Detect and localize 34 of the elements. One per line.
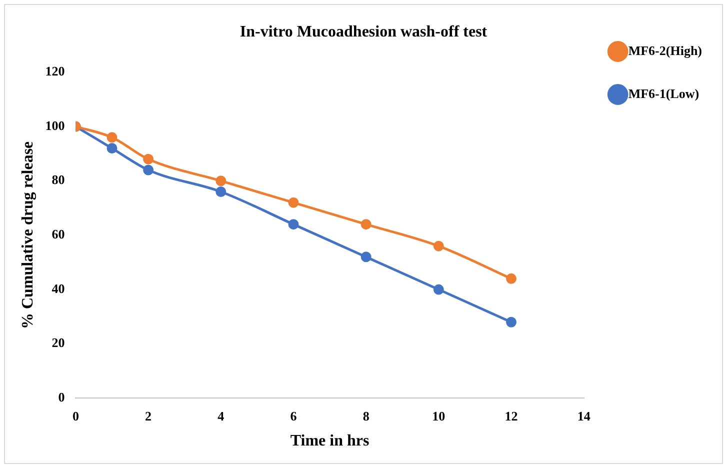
x-axis-title: Time in hrs [290,432,370,450]
legend-label: MF6-1(Low) [628,86,700,101]
x-tick-label: 14 [577,408,591,424]
chart-title: In-vitro Mucoadhesion wash-off test [240,24,488,41]
x-tick-label: 10 [432,408,446,424]
point [216,176,226,186]
point [360,252,372,262]
point [106,132,118,143]
x-tick-label: 4 [218,408,225,424]
point [288,197,299,208]
x-tick-label: 2 [145,408,152,424]
y-tick-label: 120 [45,64,65,79]
y-axis-title: % Cumulative drug release [20,141,37,330]
point [506,273,517,284]
point [143,154,154,164]
y-tick-label: 80 [52,172,65,188]
point [433,240,444,252]
y-tick-label: 40 [52,280,65,296]
point [143,164,154,176]
y-tick-label: 0 [58,390,65,405]
point [106,143,118,154]
legend-label: MF6-2(High) [628,42,702,58]
y-tick-label: 100 [45,118,65,133]
point [506,316,517,328]
point [288,219,299,230]
x-tick-label: 8 [362,408,370,424]
x-tick-label: 0 [72,408,79,424]
point [360,219,372,230]
y-tick-label: 20 [52,335,65,350]
y-tick-label: 60 [52,226,65,242]
x-tick-label: 12 [504,408,518,424]
point [433,284,444,295]
x-tick-label: 6 [290,408,298,424]
point [216,186,226,197]
